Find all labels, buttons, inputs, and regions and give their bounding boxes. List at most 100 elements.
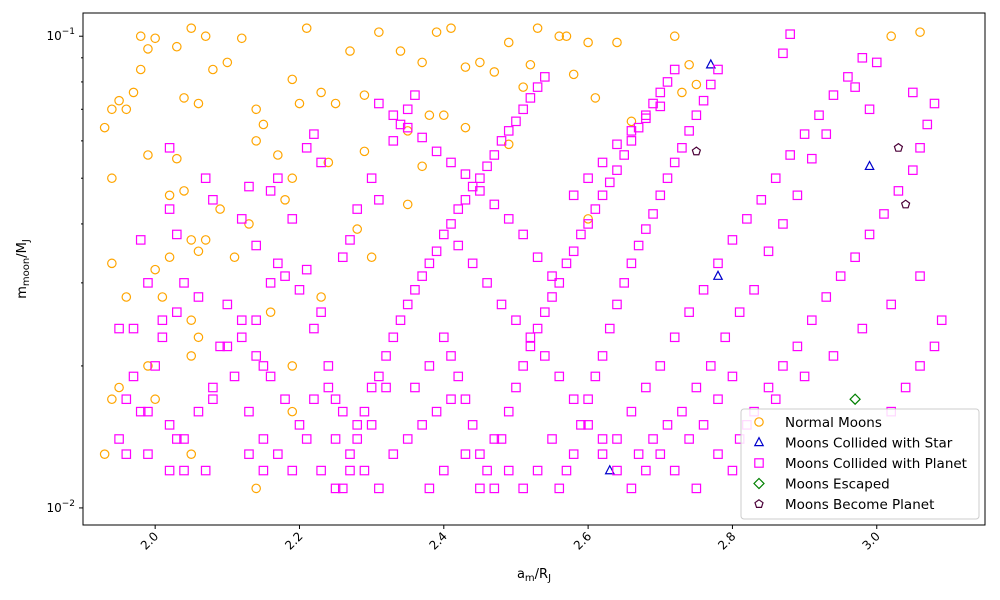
data-point-square <box>417 271 427 281</box>
data-point-square <box>576 420 586 430</box>
data-point-square <box>641 110 651 121</box>
data-point-square <box>922 119 933 130</box>
data-point-square <box>301 143 312 153</box>
data-point-circle <box>677 87 687 98</box>
data-point-circle <box>583 214 593 224</box>
x-axis: 2.0 2.2 2.4 2.6 2.8 3.0 <box>138 525 883 553</box>
data-point-square <box>684 434 694 444</box>
data-point-square <box>402 299 413 310</box>
data-point-square <box>503 214 514 224</box>
data-point-square <box>345 449 355 459</box>
legend-label: Normal Moons <box>785 415 882 431</box>
data-point-circle <box>107 394 117 405</box>
data-point-square <box>453 240 464 251</box>
data-point-circle <box>143 44 153 54</box>
data-point-circle <box>446 23 456 33</box>
x-tick-label: 2.8 <box>715 529 738 552</box>
data-point-square <box>655 87 666 98</box>
data-point-circle <box>208 64 218 75</box>
data-point-circle <box>193 246 204 257</box>
data-point-square <box>540 72 550 82</box>
data-point-square <box>843 72 853 82</box>
data-point-square <box>532 465 543 476</box>
data-point-square <box>388 332 399 343</box>
data-point-square <box>727 371 738 382</box>
data-point-square <box>489 483 500 494</box>
data-point-square <box>475 173 485 184</box>
data-point-square <box>792 190 803 201</box>
data-point-square <box>612 465 622 476</box>
data-point-square <box>893 186 904 196</box>
data-point-square <box>561 258 572 269</box>
data-point-square <box>641 113 651 124</box>
data-point-pentagon <box>900 199 911 209</box>
data-point-square <box>713 64 723 75</box>
data-point-square <box>287 214 298 224</box>
legend-label: Moons Collided with Star <box>785 436 953 452</box>
data-point-square <box>172 229 182 240</box>
data-point-square <box>879 209 889 219</box>
data-point-circle <box>669 31 680 42</box>
legend-marker-diamond <box>753 477 765 490</box>
data-point-square <box>193 292 204 302</box>
data-point-square <box>402 104 413 115</box>
data-point-square <box>431 146 442 157</box>
data-point-square <box>467 420 478 430</box>
data-point-circle <box>186 449 197 459</box>
data-point-square <box>511 315 521 326</box>
data-point-square <box>258 465 269 476</box>
data-point-square <box>583 394 593 405</box>
data-point-circle <box>287 173 298 184</box>
data-point-circle <box>251 483 261 494</box>
data-point-square <box>713 394 723 405</box>
data-point-square <box>482 278 492 288</box>
x-tick-label: 2.0 <box>138 529 161 552</box>
data-point-square <box>316 307 326 317</box>
data-point-circle <box>287 406 298 417</box>
data-point-circle <box>417 57 427 68</box>
data-point-square <box>345 465 355 476</box>
data-point-square <box>273 258 283 269</box>
data-point-square <box>446 157 456 168</box>
data-point-square <box>294 420 305 430</box>
data-point-square <box>698 285 709 295</box>
data-point-square <box>583 219 593 229</box>
data-point-circle <box>114 95 124 106</box>
data-point-square <box>460 449 471 459</box>
data-point-square <box>763 246 774 257</box>
data-point-circle <box>280 194 290 205</box>
data-point-square <box>770 394 781 405</box>
data-point-square <box>410 90 420 100</box>
data-point-square <box>388 449 399 459</box>
data-point-square <box>669 332 680 343</box>
data-point-square <box>597 157 608 168</box>
data-point-square <box>330 394 341 405</box>
data-point-circle <box>438 110 449 121</box>
x-tick-label: 2.2 <box>282 529 305 552</box>
data-point-circle <box>135 31 146 42</box>
data-point-circle <box>179 186 189 196</box>
data-point-square <box>576 229 586 240</box>
data-point-square <box>273 173 283 184</box>
data-point-square <box>641 382 651 393</box>
data-point-square <box>857 53 868 63</box>
data-point-square <box>807 315 817 326</box>
data-point-square <box>633 122 644 133</box>
data-point-square <box>778 48 788 59</box>
data-point-square <box>532 252 543 263</box>
data-point-square <box>424 483 435 494</box>
data-point-circle <box>172 153 182 164</box>
legend-label: Moons Collided with Planet <box>785 456 967 472</box>
data-point-square <box>684 307 694 317</box>
data-point-circle <box>215 204 225 214</box>
data-point-circle <box>107 173 117 184</box>
data-point-square <box>648 98 658 109</box>
data-point-circle <box>121 292 132 302</box>
data-point-square <box>641 224 651 234</box>
data-point-square <box>936 315 947 326</box>
data-point-circle <box>251 136 261 146</box>
data-point-square <box>489 199 500 210</box>
data-point-circle <box>143 361 153 371</box>
data-point-square <box>345 235 355 245</box>
data-point-square <box>128 371 139 382</box>
